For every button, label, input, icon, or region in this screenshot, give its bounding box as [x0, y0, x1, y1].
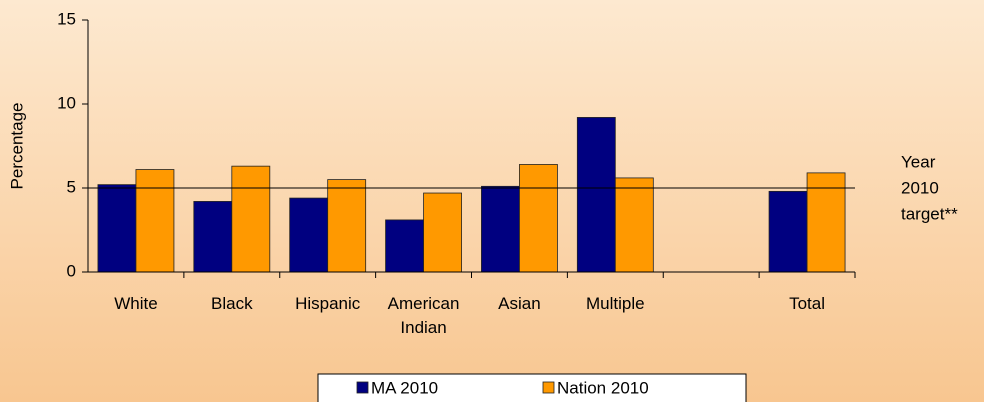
x-tick-label-box: White — [114, 294, 158, 313]
bar — [385, 219, 424, 273]
x-tick-label: Hispanic — [295, 294, 361, 313]
legend-label: Nation 2010 — [557, 378, 649, 397]
bar — [289, 197, 329, 273]
bar — [423, 192, 462, 273]
y-tick-label: 10 — [57, 93, 76, 112]
target-label: target** — [901, 204, 958, 223]
x-tick-label-box: Hispanic — [295, 294, 361, 313]
legend-swatch — [356, 381, 369, 394]
target-label: 2010 — [901, 178, 939, 197]
y-tick-label: 0 — [67, 261, 76, 280]
x-tick-label: Asian — [498, 294, 541, 313]
y-axis-label: Percentage — [7, 103, 26, 190]
bar — [768, 190, 808, 273]
bar — [519, 164, 558, 273]
bar — [576, 117, 616, 273]
x-tick-label-box: Black — [211, 294, 253, 313]
bar — [327, 179, 367, 273]
bar — [614, 177, 654, 273]
x-tick-label-box: American Indian — [387, 294, 460, 337]
bar — [481, 185, 520, 273]
x-tick-label: Multiple — [586, 294, 645, 313]
x-tick-label: White — [114, 294, 158, 313]
bar — [806, 172, 846, 273]
legend-box — [317, 373, 747, 402]
bar — [231, 165, 271, 273]
x-tick-label-box: Multiple — [586, 294, 645, 313]
x-tick-label-box: Asian — [498, 294, 541, 313]
x-tick-label: American Indian — [387, 294, 460, 337]
x-tick-label-box: Total — [789, 294, 826, 313]
bar — [193, 201, 233, 273]
legend-swatch — [542, 381, 555, 394]
legend-label: MA 2010 — [371, 378, 438, 397]
bar — [97, 184, 137, 273]
bar — [135, 169, 175, 273]
x-tick-label: Total — [789, 294, 826, 313]
x-tick-label: Black — [211, 294, 253, 313]
target-label: Year — [901, 152, 936, 171]
y-tick-label: 15 — [57, 9, 76, 28]
y-tick-label: 5 — [67, 177, 76, 196]
